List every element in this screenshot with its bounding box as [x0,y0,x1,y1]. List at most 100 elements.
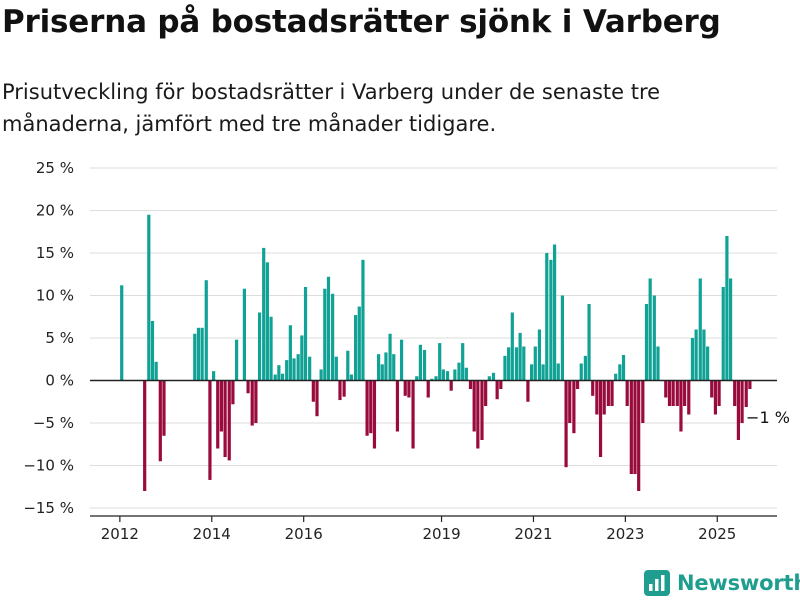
bar [453,369,457,381]
bar [687,380,691,415]
bar [143,380,147,491]
x-tick-label: 2012 [101,525,139,543]
bar [702,329,706,381]
bar [147,214,151,381]
bar [395,380,400,432]
bar [150,321,155,381]
bar [434,376,438,381]
bar [292,358,296,381]
bar [303,287,308,381]
x-tick-label: 2014 [193,525,231,543]
bar [354,315,358,381]
bar [384,352,388,381]
bar [556,363,560,381]
bar [533,346,537,381]
bar [372,380,377,449]
bar [545,253,549,381]
annotation: −1 % [744,407,790,427]
gridlines [90,167,777,509]
brand: Newsworthy [644,566,800,600]
y-tick-label: 20 % [36,202,74,220]
bar [246,380,250,394]
bar [411,380,415,449]
bar [223,380,227,457]
bar [380,364,384,381]
bar [315,380,319,417]
x-tick-label: 2019 [422,525,460,543]
y-tick-label: −15 % [23,499,74,517]
bar [606,380,610,406]
bar [311,380,315,402]
bar [449,380,453,391]
bar [507,347,511,381]
bar [158,380,162,462]
bar [415,376,419,381]
bar [257,312,262,381]
bar [664,380,668,398]
bar [464,367,468,381]
bar [277,365,281,381]
bar [193,333,197,381]
newsworthy-logo-icon [644,570,670,596]
bar [721,287,725,381]
bar [618,364,622,381]
bar [338,380,342,401]
bar [514,347,519,381]
bar [285,360,289,381]
bar [273,374,277,381]
bar [484,380,488,406]
bar [568,380,572,423]
bar [683,380,687,406]
bar [748,380,752,389]
bar [361,259,365,381]
bar [422,349,427,381]
bar [388,333,392,381]
bar [725,236,729,381]
bar [296,354,300,381]
bar [610,380,614,406]
bar [710,380,714,398]
bar [690,338,695,381]
bar [319,369,323,381]
bar [288,325,292,381]
bar [706,346,710,381]
bar [445,371,450,381]
bar [587,304,591,381]
bar [426,380,430,398]
chart-title: Priserna på bostadsrätter sjönk i Varber… [2,4,721,40]
bar [468,380,473,389]
bar [518,332,522,381]
bar [629,380,633,474]
bar [656,346,660,381]
bars [120,214,752,491]
bar [675,380,679,406]
bar [717,380,721,406]
bar [679,380,683,432]
brand-name: Newsworthy [677,571,800,595]
bar [621,355,626,381]
bar [480,380,484,440]
bar [740,380,744,423]
bar [196,327,201,381]
bar [369,380,373,434]
bar [216,380,220,449]
bar [265,262,269,381]
bar [625,380,629,406]
bar [441,369,445,381]
bar [300,335,304,381]
bar [331,293,335,381]
y-tick-label: 0 % [45,372,74,390]
bar [526,380,530,402]
bar [334,356,338,381]
bar [430,378,434,381]
bar [633,380,637,474]
bar [418,344,422,381]
bar [503,355,507,381]
x-tick-label: 2025 [698,525,736,543]
bar [280,373,285,381]
bar [376,354,381,381]
bar [438,343,442,381]
bar [457,362,461,381]
bar [234,339,239,381]
bar [598,380,603,457]
